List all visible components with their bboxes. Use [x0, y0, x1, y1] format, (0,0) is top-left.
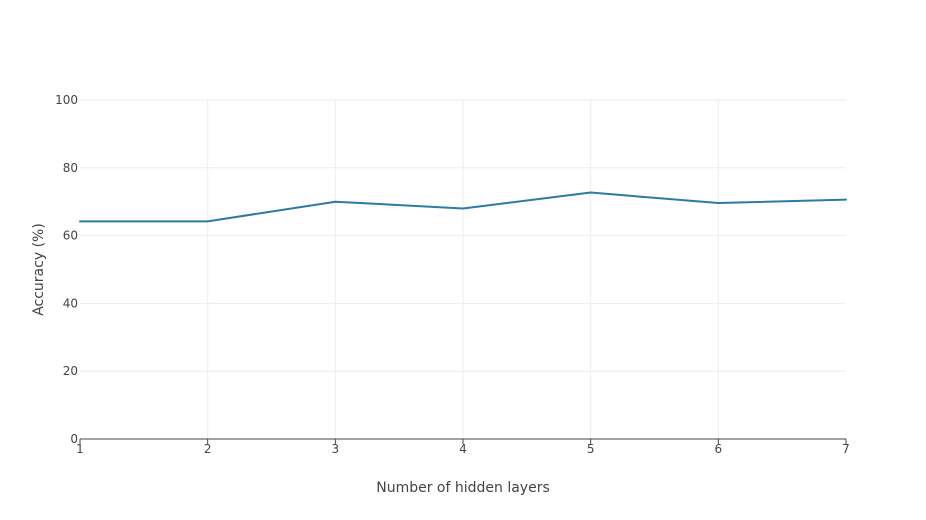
x-tick-label: 5: [587, 442, 595, 456]
data-point: [334, 200, 337, 203]
x-tick-label: 6: [715, 442, 723, 456]
data-point: [206, 220, 209, 223]
x-tick-label: 1: [76, 442, 84, 456]
tick-labels: 0 20 40 60 80 100 1 2 3 4 5 6 7: [55, 93, 850, 456]
y-tick-label: 40: [63, 296, 78, 310]
y-tick-label: 80: [63, 161, 78, 175]
y-tick-label: 0: [70, 432, 78, 446]
x-tick-label: 3: [332, 442, 340, 456]
x-tick-label: 4: [459, 442, 467, 456]
y-tick-label: 20: [63, 364, 78, 378]
y-tick-label: 60: [63, 229, 78, 243]
series-layer: [79, 191, 847, 223]
data-point: [462, 207, 464, 210]
y-tick-label: 100: [55, 93, 78, 107]
data-point: [845, 198, 847, 201]
data-point: [79, 220, 81, 223]
data-point: [717, 202, 720, 205]
grid: [79, 99, 847, 444]
x-tick-label: 2: [204, 442, 212, 456]
x-axis-title: Number of hidden layers: [376, 480, 550, 496]
y-axis-title: Accuracy (%): [31, 223, 47, 316]
x-tick-label: 7: [842, 442, 850, 456]
data-point: [589, 191, 592, 194]
